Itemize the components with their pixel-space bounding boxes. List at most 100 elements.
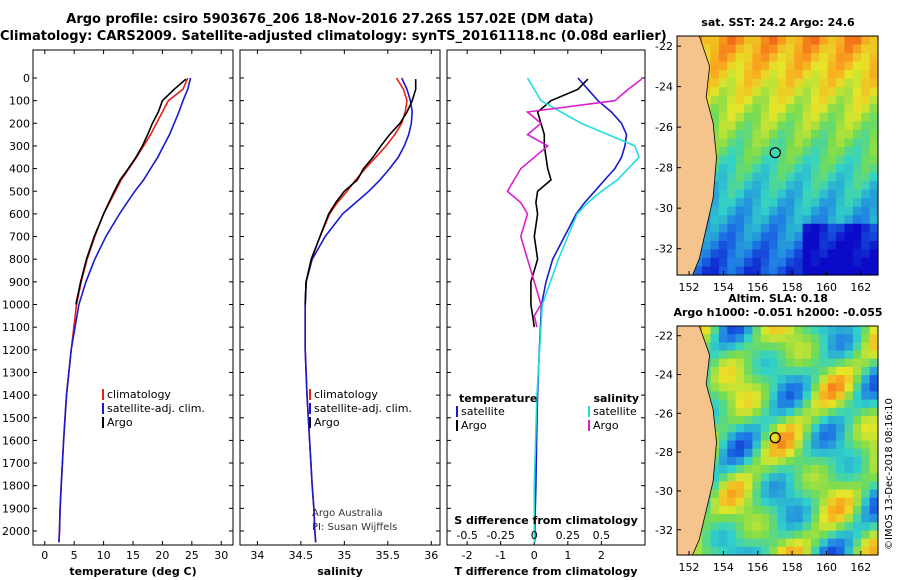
map-cell — [785, 383, 795, 393]
map-cell — [785, 432, 795, 442]
map-cell — [752, 424, 762, 433]
y-tick-label: 1400 — [2, 389, 30, 402]
map-cell — [811, 189, 820, 199]
map-cell — [811, 215, 820, 225]
map-cell — [769, 36, 779, 46]
map-cell — [861, 440, 871, 450]
map-cell — [777, 358, 787, 368]
map-cell — [794, 206, 804, 216]
map-cell — [769, 266, 779, 276]
map-cell — [811, 53, 820, 63]
map-cell — [718, 416, 728, 425]
map-cell — [802, 36, 812, 46]
map-cell — [852, 164, 862, 174]
map-cell — [718, 121, 728, 131]
map-cell — [769, 407, 779, 417]
map-cell — [794, 112, 804, 122]
map-cell — [861, 266, 871, 276]
map-cell — [844, 530, 854, 540]
map-cell — [777, 223, 787, 233]
map-cell — [777, 181, 787, 191]
map-cell — [869, 155, 879, 165]
map-cell — [819, 87, 829, 97]
map-cell — [869, 70, 879, 80]
map-cell — [794, 257, 804, 267]
map-cell — [769, 489, 779, 499]
map-cell — [718, 155, 728, 165]
map-cell — [727, 522, 737, 532]
map-cell — [802, 342, 812, 352]
map-cell — [735, 522, 745, 532]
map-cell — [785, 181, 795, 191]
map-cell — [852, 481, 862, 491]
map-cell — [861, 249, 871, 259]
map-cell — [811, 121, 820, 131]
map-cell — [861, 432, 871, 442]
map-cell — [861, 189, 871, 199]
map-cell — [794, 129, 804, 139]
map-cell — [744, 121, 753, 131]
map-cell — [785, 104, 795, 114]
map-cell — [861, 350, 871, 360]
map-cell — [869, 206, 879, 216]
map-cell — [710, 215, 720, 225]
map-cell — [819, 424, 829, 433]
map-cell — [785, 240, 795, 250]
map-cell — [769, 70, 779, 80]
x-axis-label: salinity — [317, 565, 363, 578]
map-cell — [811, 391, 820, 401]
map-cell — [827, 87, 837, 97]
map-cell — [735, 95, 745, 105]
map-cell — [794, 61, 804, 71]
map-cell — [769, 432, 779, 442]
map-cell — [735, 481, 745, 491]
map-cell — [794, 215, 804, 225]
map-cell — [752, 489, 762, 499]
map-cell — [836, 104, 846, 114]
map-cell — [811, 416, 820, 425]
map-cell — [735, 342, 745, 352]
map-cell — [819, 138, 829, 148]
map-x-tick-label: 158 — [782, 281, 803, 294]
map-cell — [760, 257, 770, 267]
map-cell — [811, 129, 820, 139]
map-cell — [785, 489, 795, 499]
map-cell — [852, 129, 862, 139]
map-cell — [760, 232, 770, 242]
map-cell — [777, 342, 787, 352]
map-cell — [819, 383, 829, 393]
map-cell — [727, 350, 737, 360]
map-cell — [769, 53, 779, 63]
map-cell — [811, 448, 820, 458]
map-cell — [744, 112, 753, 122]
map-cell — [844, 497, 854, 507]
map-cell — [869, 432, 879, 442]
map-cell — [827, 240, 837, 250]
map-cell — [702, 36, 712, 46]
map-cell — [785, 399, 795, 409]
map-cell — [827, 232, 837, 242]
map-cell — [760, 366, 770, 376]
map-cell — [718, 375, 728, 384]
map-cell — [861, 391, 871, 401]
legend-label: satellite-adj. clim. — [314, 402, 412, 415]
map-cell — [727, 432, 737, 442]
map-cell — [861, 155, 871, 165]
panel-frame-3 — [446, 49, 646, 546]
map-cell — [869, 78, 879, 88]
map-cell — [693, 538, 703, 548]
map-cell — [836, 87, 846, 97]
map-cell — [794, 489, 804, 499]
map-cell — [710, 87, 720, 97]
map-cell — [802, 448, 812, 458]
map-cell — [794, 223, 804, 233]
map-y-tick-label: -30 — [655, 202, 673, 215]
map-cell — [802, 198, 812, 208]
map-cell — [710, 530, 720, 540]
map-cell — [802, 497, 812, 507]
map-cell — [760, 391, 770, 401]
legend-label: climatology — [107, 388, 171, 401]
map-cell — [869, 514, 879, 523]
map-cell — [827, 514, 837, 523]
map-cell — [785, 505, 795, 515]
